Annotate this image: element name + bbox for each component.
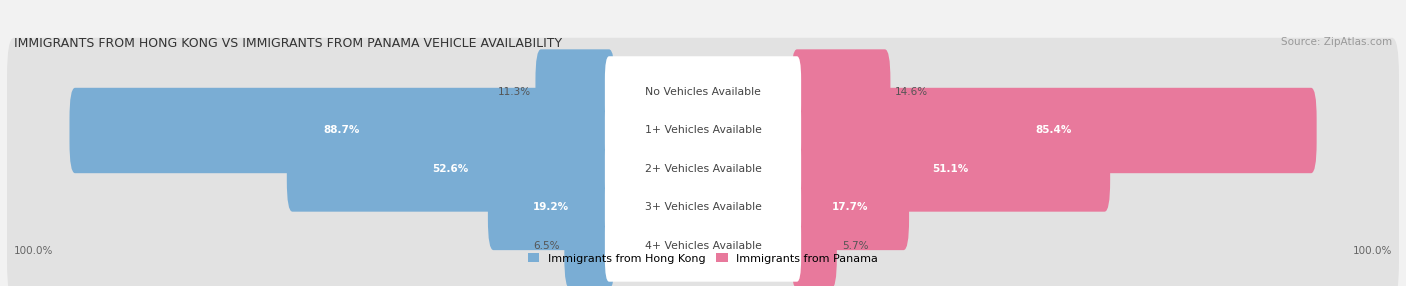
Legend: Immigrants from Hong Kong, Immigrants from Panama: Immigrants from Hong Kong, Immigrants fr… xyxy=(527,253,879,263)
FancyBboxPatch shape xyxy=(605,56,801,128)
Text: 1+ Vehicles Available: 1+ Vehicles Available xyxy=(644,126,762,136)
Text: IMMIGRANTS FROM HONG KONG VS IMMIGRANTS FROM PANAMA VEHICLE AVAILABILITY: IMMIGRANTS FROM HONG KONG VS IMMIGRANTS … xyxy=(14,37,562,50)
Text: 52.6%: 52.6% xyxy=(433,164,468,174)
FancyBboxPatch shape xyxy=(488,165,614,250)
Text: 100.0%: 100.0% xyxy=(1353,245,1392,255)
FancyBboxPatch shape xyxy=(792,49,890,135)
FancyBboxPatch shape xyxy=(792,165,910,250)
Text: 3+ Vehicles Available: 3+ Vehicles Available xyxy=(644,202,762,212)
Text: 14.6%: 14.6% xyxy=(896,87,928,97)
FancyBboxPatch shape xyxy=(7,192,1399,286)
Text: 88.7%: 88.7% xyxy=(323,126,360,136)
FancyBboxPatch shape xyxy=(605,210,801,282)
Text: No Vehicles Available: No Vehicles Available xyxy=(645,87,761,97)
FancyBboxPatch shape xyxy=(7,38,1399,146)
FancyBboxPatch shape xyxy=(287,126,614,212)
FancyBboxPatch shape xyxy=(7,115,1399,223)
Text: 19.2%: 19.2% xyxy=(533,202,569,212)
Text: 5.7%: 5.7% xyxy=(842,241,869,251)
FancyBboxPatch shape xyxy=(564,203,614,286)
FancyBboxPatch shape xyxy=(7,76,1399,185)
FancyBboxPatch shape xyxy=(792,88,1316,173)
Text: 4+ Vehicles Available: 4+ Vehicles Available xyxy=(644,241,762,251)
Text: 2+ Vehicles Available: 2+ Vehicles Available xyxy=(644,164,762,174)
FancyBboxPatch shape xyxy=(536,49,614,135)
FancyBboxPatch shape xyxy=(605,172,801,243)
Text: 51.1%: 51.1% xyxy=(932,164,969,174)
Text: 85.4%: 85.4% xyxy=(1036,126,1073,136)
Text: 17.7%: 17.7% xyxy=(832,202,869,212)
FancyBboxPatch shape xyxy=(605,95,801,166)
FancyBboxPatch shape xyxy=(792,126,1111,212)
FancyBboxPatch shape xyxy=(69,88,614,173)
Text: 100.0%: 100.0% xyxy=(14,245,53,255)
Text: Source: ZipAtlas.com: Source: ZipAtlas.com xyxy=(1281,37,1392,47)
Text: 6.5%: 6.5% xyxy=(533,241,560,251)
FancyBboxPatch shape xyxy=(605,133,801,205)
FancyBboxPatch shape xyxy=(792,203,837,286)
Text: 11.3%: 11.3% xyxy=(498,87,530,97)
FancyBboxPatch shape xyxy=(7,153,1399,262)
